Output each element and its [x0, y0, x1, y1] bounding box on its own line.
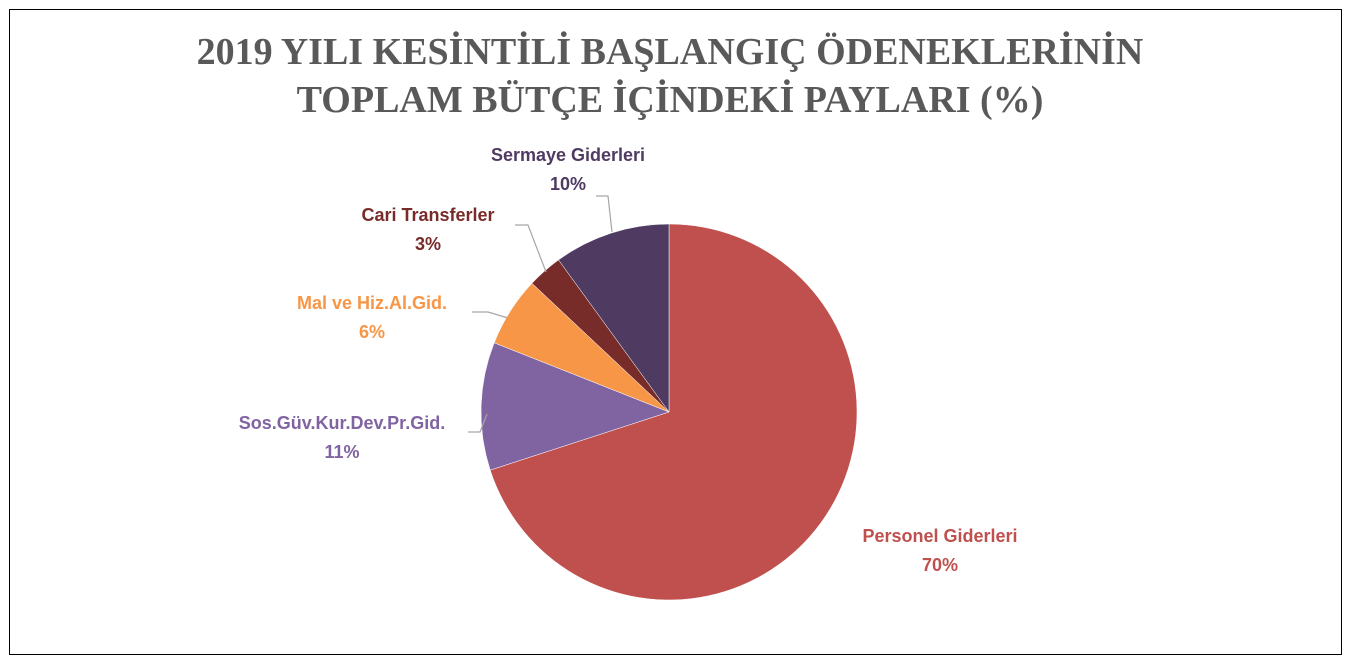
data-label: Cari Transferler 3% — [308, 201, 548, 259]
data-label-value: 11% — [324, 442, 360, 462]
data-label-value: 10% — [549, 174, 587, 194]
data-label-value: 3% — [414, 234, 441, 254]
data-label: Sermaye Giderleri 10% — [448, 141, 688, 199]
data-label-name: Sermaye Giderleri — [490, 145, 646, 165]
leader-line — [472, 311, 509, 319]
leader-line — [468, 413, 488, 433]
data-label: Mal ve Hiz.Al.Gid. 6% — [252, 289, 492, 347]
data-label-name: Personel Giderleri — [862, 526, 1018, 546]
data-label-name: Cari Transferler — [361, 205, 495, 225]
pie-slice — [480, 342, 670, 471]
leader-line — [515, 224, 547, 273]
chart-title: 2019 YILI KESİNTİLİ BAŞLANGIÇ ÖDENEKLERİ… — [196, 31, 1144, 121]
pie-slice — [558, 223, 670, 413]
data-label: Personel Giderleri 70% — [820, 522, 1060, 580]
data-label-value: 6% — [358, 322, 385, 342]
data-label-value: 70% — [921, 555, 959, 575]
leader-line — [596, 195, 613, 233]
chart-border — [9, 9, 1342, 655]
data-label: Sos.Güv.Kur.Dev.Pr.Gid. 11% — [227, 409, 457, 467]
pie-slice — [489, 223, 858, 601]
data-label-name: Sos.Güv.Kur.Dev.Pr.Gid. — [238, 413, 446, 433]
data-label-name: Mal ve Hiz.Al.Gid. — [296, 293, 448, 313]
